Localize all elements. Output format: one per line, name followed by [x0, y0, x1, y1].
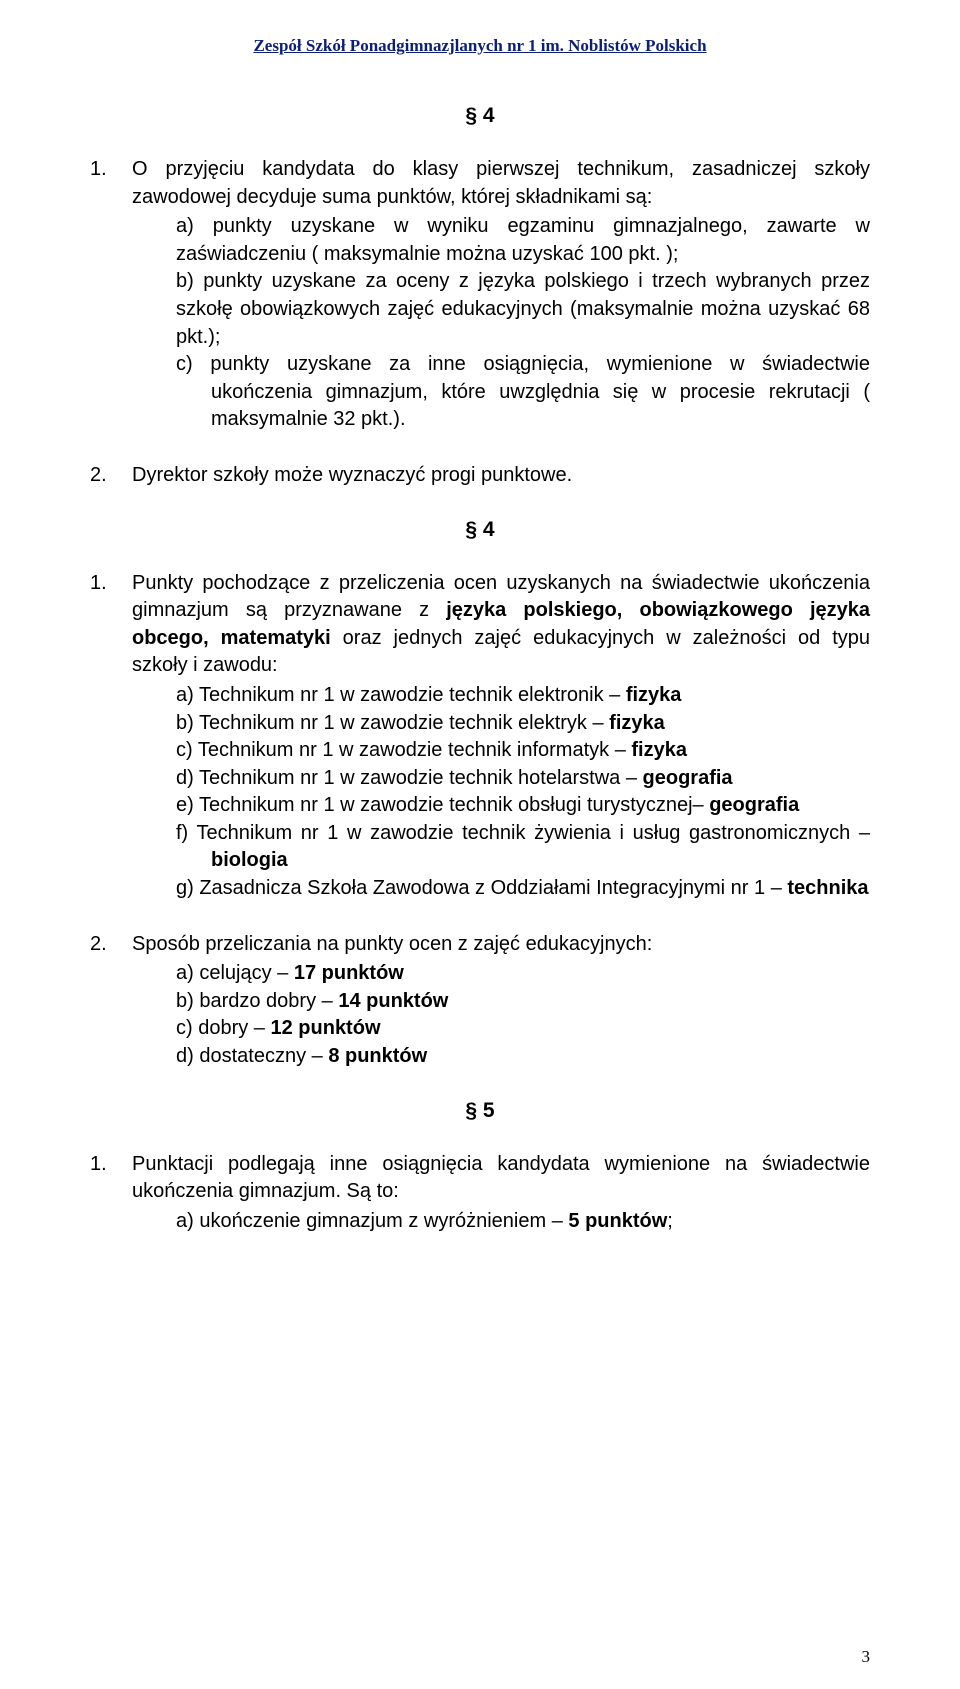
sub-item: c) punkty uzyskane za inne osiągnięcia, … [176, 351, 870, 434]
page-header: Zespół Szkół Ponadgimnazjlanych nr 1 im.… [90, 36, 870, 56]
page: Zespół Szkół Ponadgimnazjlanych nr 1 im.… [0, 0, 960, 1689]
sublist: a) ukończenie gimnazjum z wyróżnieniem –… [132, 1208, 870, 1236]
paragraph-lead: Punktacji podlegają inne osiągnięcia kan… [132, 1153, 870, 1203]
sub-item: g) Zasadnicza Szkoła Zawodowa z Oddziała… [176, 875, 870, 903]
section-heading-4a: § 4 [90, 104, 870, 128]
section-heading-4b: § 4 [90, 518, 870, 542]
sub-item: c) Technikum nr 1 w zawodzie technik inf… [176, 737, 870, 765]
sublist: a) celujący – 17 punktów b) bardzo dobry… [132, 960, 870, 1070]
sub-item: d) Technikum nr 1 w zawodzie technik hot… [176, 765, 870, 793]
paragraph-text: Dyrektor szkoły może wyznaczyć progi pun… [132, 464, 572, 486]
list-number: 1. [90, 570, 107, 598]
paragraph-lead: O przyjęciu kandydata do klasy pierwszej… [132, 158, 870, 208]
page-number: 3 [862, 1647, 871, 1667]
sub-item: a) Technikum nr 1 w zawodzie technik ele… [176, 682, 870, 710]
sub-item: e) Technikum nr 1 w zawodzie technik obs… [176, 792, 870, 820]
paragraph-2: 2. Dyrektor szkoły może wyznaczyć progi … [90, 462, 870, 490]
sub-item: c) dobry – 12 punktów [176, 1015, 870, 1043]
sublist: a) Technikum nr 1 w zawodzie technik ele… [132, 682, 870, 903]
paragraph-3: 1. Punkty pochodzące z przeliczenia ocen… [90, 570, 870, 903]
list-number: 2. [90, 931, 107, 959]
sub-item: a) celujący – 17 punktów [176, 960, 870, 988]
paragraph-1: 1. O przyjęciu kandydata do klasy pierws… [90, 156, 870, 434]
sub-item: b) Technikum nr 1 w zawodzie technik ele… [176, 710, 870, 738]
section-heading-5: § 5 [90, 1099, 870, 1123]
sub-item: a) punkty uzyskane w wyniku egzaminu gim… [176, 213, 870, 268]
paragraph-4: 2. Sposób przeliczania na punkty ocen z … [90, 931, 870, 1071]
list-number: 2. [90, 462, 107, 490]
paragraph-lead: Sposób przeliczania na punkty ocen z zaj… [132, 933, 652, 955]
sub-item: f) Technikum nr 1 w zawodzie technik żyw… [176, 820, 870, 875]
sublist: a) punkty uzyskane w wyniku egzaminu gim… [132, 213, 870, 434]
sub-item: a) ukończenie gimnazjum z wyróżnieniem –… [176, 1208, 870, 1236]
sub-item: b) punkty uzyskane za oceny z języka pol… [176, 268, 870, 351]
list-number: 1. [90, 156, 107, 184]
sub-item: d) dostateczny – 8 punktów [176, 1043, 870, 1071]
paragraph-5: 1. Punktacji podlegają inne osiągnięcia … [90, 1151, 870, 1236]
list-number: 1. [90, 1151, 107, 1179]
sub-item: b) bardzo dobry – 14 punktów [176, 988, 870, 1016]
